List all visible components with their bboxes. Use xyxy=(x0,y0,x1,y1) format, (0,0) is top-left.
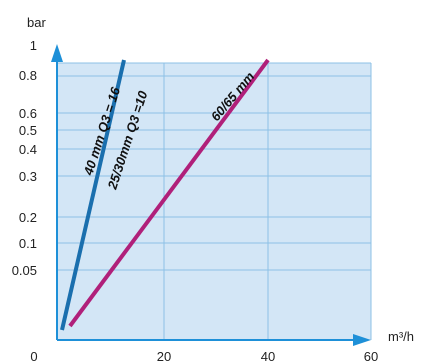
series-line-40-25mm xyxy=(60,59,126,331)
y-tick-label: 0.2 xyxy=(19,210,37,225)
y-tick-label: 0.6 xyxy=(19,106,37,121)
y-tick-label: 0.3 xyxy=(19,169,37,184)
y-axis-label: bar xyxy=(27,15,46,30)
y-tick-label: 0.8 xyxy=(19,68,37,83)
x-tick-label: 0 xyxy=(30,349,37,361)
series-line-60-65mm xyxy=(68,58,270,328)
grid-lines xyxy=(57,62,372,340)
x-axis-label: m³/h xyxy=(388,329,414,344)
x-axis-arrow xyxy=(353,334,371,346)
y-axis-arrow xyxy=(51,44,63,62)
x-tick-label: 20 xyxy=(157,349,171,361)
y-tick-label: 1 xyxy=(30,38,37,53)
y-tick-label: 0.1 xyxy=(19,236,37,251)
plot-background xyxy=(57,63,371,340)
y-tick-label: 0.5 xyxy=(19,123,37,138)
y-tick-label: 0.05 xyxy=(12,263,37,278)
x-tick-label: 40 xyxy=(261,349,275,361)
x-tick-label: 60 xyxy=(364,349,378,361)
y-tick-label: 0.4 xyxy=(19,142,37,157)
